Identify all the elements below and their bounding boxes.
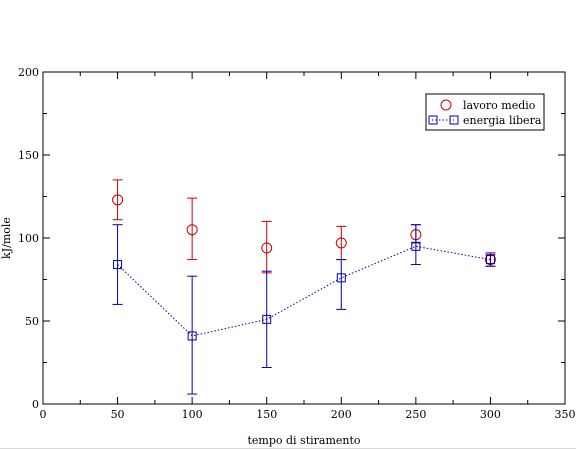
data-point-square — [411, 241, 421, 251]
data-point-circle — [186, 224, 198, 236]
x-axis-label: tempo di stiramento — [247, 434, 360, 447]
y-tick-label: 100 — [18, 232, 39, 245]
y-tick-label: 200 — [18, 66, 39, 79]
legend-marker-circle — [440, 99, 452, 111]
legend-label: lavoro medio — [463, 99, 536, 112]
data-point-square — [336, 273, 346, 283]
x-tick-label: 200 — [331, 408, 352, 421]
data-point-square — [485, 255, 495, 265]
legend-marker-square — [449, 115, 459, 125]
x-tick-label: 250 — [405, 408, 426, 421]
x-tick-label: 150 — [256, 408, 277, 421]
x-tick-label: 50 — [111, 408, 125, 421]
y-tick-label: 0 — [32, 398, 39, 411]
x-tick-label: 0 — [40, 408, 47, 421]
data-point-circle — [112, 194, 124, 206]
x-tick-label: 300 — [480, 408, 501, 421]
series-line — [117, 245, 491, 337]
y-axis-label: kJ/mole — [0, 217, 13, 259]
data-point-square — [187, 331, 197, 341]
series-lavoro-medio — [112, 179, 496, 274]
data-point-square — [262, 314, 272, 324]
y-tick-label: 150 — [18, 149, 39, 162]
data-point-circle — [261, 242, 273, 254]
data-point-square — [113, 260, 123, 270]
data-point-circle — [335, 237, 347, 249]
legend: lavoro medio energia libera — [425, 93, 545, 131]
series-energia-libera — [112, 224, 496, 395]
y-tick-label: 50 — [25, 315, 39, 328]
x-tick-label: 100 — [182, 408, 203, 421]
legend-label: energia libera — [463, 114, 542, 127]
legend-marker-square — [428, 115, 438, 125]
x-tick-label: 350 — [555, 408, 576, 421]
